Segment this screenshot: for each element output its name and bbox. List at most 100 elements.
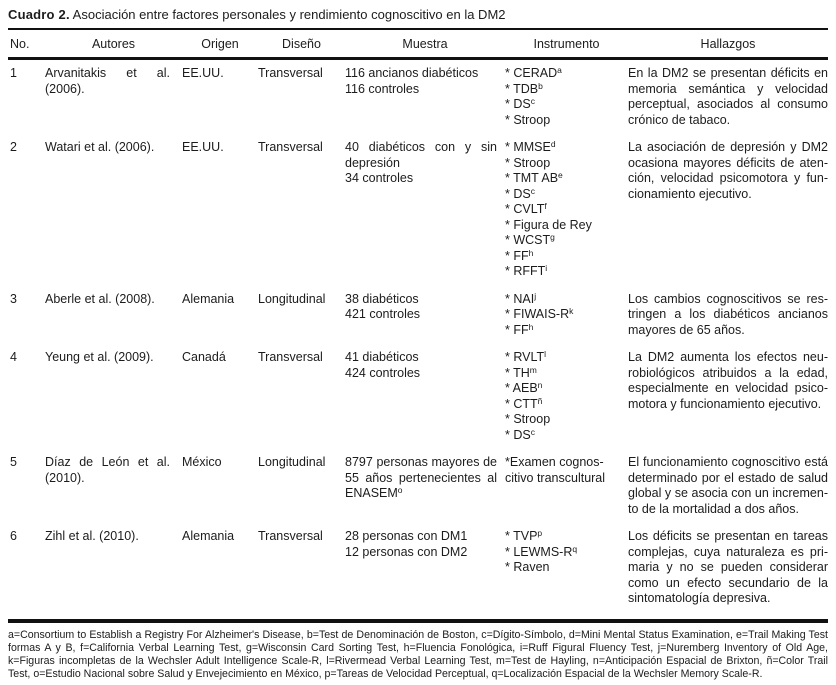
cell-autores: Díaz de León et al. (2010). bbox=[45, 455, 170, 485]
footnote-marker: k bbox=[569, 306, 574, 316]
cell-muestra: 28 personas con DM1 12 personas con DM2 bbox=[345, 529, 505, 607]
footnote-marker: p bbox=[537, 528, 543, 538]
footnote-marker: c bbox=[530, 426, 535, 437]
footnote-marker: h bbox=[528, 321, 534, 332]
text-line: 116 controles bbox=[345, 81, 420, 96]
cell-hallazgos: Los cambios cognoscitivos se res­tringen… bbox=[628, 291, 828, 337]
text-line: * DSc bbox=[505, 185, 535, 201]
cell-hallazgos: El funcionamiento cognoscitivo está dete… bbox=[628, 455, 828, 516]
table-row: 3 Aberle et al. (2008). Alemania Longitudin… bbox=[8, 290, 828, 339]
cell-no: 1 bbox=[10, 66, 17, 80]
text-line: 41 diabéticos bbox=[345, 350, 419, 364]
cell-muestra: 38 diabéticos 421 controles bbox=[345, 292, 505, 339]
text-line: 8797 personas mayores de 55 años pertene… bbox=[345, 455, 497, 500]
text-line: * NAIj bbox=[505, 290, 537, 306]
cell-instrumento: * TVPp * LEWMS-Rq * Raven bbox=[505, 529, 628, 607]
text-line: * Stroop bbox=[505, 412, 551, 426]
text-line: 38 diabéticos bbox=[345, 291, 419, 306]
text-line: *Examen cognos- bbox=[505, 455, 604, 469]
cell-no: 3 bbox=[10, 291, 17, 306]
top-rule bbox=[8, 28, 828, 30]
cell-instrumento: * CERADa * TDBb * DSc * Stroop bbox=[505, 66, 628, 128]
text-line: citivo transcultural bbox=[505, 470, 606, 485]
cell-muestra: 116 ancianos diabéticos 116 controles bbox=[345, 66, 505, 128]
footnote-marker: h bbox=[528, 247, 534, 258]
table-footnote: a=Consortium to Establish a Registry For… bbox=[8, 628, 828, 680]
cell-hallazgos: Los déficits se presentan en tareas comp… bbox=[628, 529, 828, 605]
cell-muestra: 8797 personas mayores de 55 años pertene… bbox=[345, 455, 505, 517]
footnote-marker: i bbox=[545, 263, 548, 273]
text-line: * Figura de Rey bbox=[505, 217, 592, 232]
footnote-marker: j bbox=[534, 290, 537, 301]
text-line: * RVLTl bbox=[505, 349, 547, 364]
footnote-marker: ñ bbox=[537, 395, 543, 406]
text-line: * WCSTg bbox=[505, 232, 555, 247]
footnote-marker: l bbox=[544, 349, 547, 359]
cell-instrumento: * MMSEd * Stroop * TMT ABe * DSc * CVLTf * Fi… bbox=[505, 140, 628, 280]
cell-no: 5 bbox=[10, 455, 17, 469]
cell-autores: Zihl et al. (2010). bbox=[45, 529, 139, 543]
cell-origen: Alemania bbox=[182, 291, 235, 306]
text-line: * AEBn bbox=[505, 380, 543, 395]
text-line: * MMSEd bbox=[505, 139, 556, 154]
footnote-marker: n bbox=[537, 380, 543, 390]
table-title: Cuadro 2. Asociación entre factores pers… bbox=[8, 6, 828, 23]
text-line: * CVLTf bbox=[505, 201, 547, 216]
text-line: * TVPp bbox=[505, 528, 543, 543]
header-instrumento: Instrumento bbox=[533, 37, 600, 51]
footnote-marker: m bbox=[529, 364, 537, 375]
footnote-marker: c bbox=[530, 185, 535, 196]
text-line: * FIWAIS-Rk bbox=[505, 306, 574, 321]
table-caption: Asociación entre factores personales y r… bbox=[72, 7, 506, 22]
footnote-marker: o bbox=[397, 485, 403, 495]
cell-hallazgos: La asociación de depresión y DM2 ocasion… bbox=[628, 140, 828, 201]
table-body: 1 Arvanitakis et al. (2006). EE.UU. Transve… bbox=[8, 60, 828, 607]
footnote-marker: b bbox=[538, 80, 543, 91]
cell-no: 2 bbox=[10, 140, 17, 154]
cell-diseno: Longitudinal bbox=[258, 455, 326, 469]
table-row: 2 Watari et al. (2006). EE.UU. Transversal 4… bbox=[8, 140, 828, 280]
table-header-row: No. Autores Origen Diseño Muestra Instru… bbox=[8, 30, 828, 57]
footnote-marker: f bbox=[544, 201, 547, 211]
footnote-marker: c bbox=[530, 96, 535, 106]
text-line: * THm bbox=[505, 364, 537, 380]
header-rule bbox=[8, 57, 828, 60]
text-line: * RFFTi bbox=[505, 263, 548, 278]
footnote-marker: e bbox=[558, 170, 563, 180]
table-row: 1 Arvanitakis et al. (2006). EE.UU. Transve… bbox=[8, 66, 828, 128]
cell-origen: EE.UU. bbox=[182, 66, 224, 80]
header-no: No. bbox=[10, 37, 30, 51]
text-line: * TMT ABe bbox=[505, 170, 563, 185]
text-line: 421 controles bbox=[345, 307, 421, 321]
text-line: 12 personas con DM2 bbox=[345, 544, 468, 559]
text-line: * CTTñ bbox=[505, 395, 543, 411]
cell-no: 6 bbox=[10, 529, 17, 543]
header-diseno: Diseño bbox=[282, 37, 321, 51]
table-number-label: Cuadro 2. bbox=[8, 7, 70, 22]
text-line: * Stroop bbox=[505, 155, 551, 170]
header-origen: Origen bbox=[201, 37, 239, 51]
cell-diseno: Transversal bbox=[258, 66, 323, 80]
text-line: 116 ancianos diabéticos bbox=[345, 66, 479, 80]
text-line: * Stroop bbox=[505, 112, 551, 127]
cell-instrumento: * RVLTl * THm * AEBn * CTTñ * Stroop * DSc bbox=[505, 350, 628, 443]
footnote-marker: q bbox=[572, 543, 578, 554]
text-line: 424 controles bbox=[345, 365, 421, 380]
cell-diseno: Transversal bbox=[258, 529, 323, 543]
cell-hallazgos: La DM2 aumenta los efectos neu­robiológi… bbox=[628, 350, 828, 411]
text-line: 28 personas con DM1 bbox=[345, 529, 468, 543]
cell-diseno: Transversal bbox=[258, 140, 323, 154]
text-line: * Raven bbox=[505, 560, 550, 574]
cell-origen: Alemania bbox=[182, 529, 235, 543]
cell-muestra: 40 diabéticos con y sin depresión 34 cont… bbox=[345, 140, 505, 280]
table-row: 5 Díaz de León et al. (2010). México Longit… bbox=[8, 455, 828, 517]
footnote-marker: d bbox=[550, 139, 556, 149]
footnote-marker: a bbox=[557, 65, 562, 75]
cell-instrumento: * NAIj * FIWAIS-Rk * FFh bbox=[505, 290, 628, 339]
text-line: * TDBb bbox=[505, 80, 543, 96]
bottom-rule bbox=[8, 618, 828, 623]
cell-diseno: Transversal bbox=[258, 350, 323, 364]
cell-diseno: Longitudinal bbox=[258, 291, 326, 306]
text-line: 34 controles bbox=[345, 171, 414, 185]
